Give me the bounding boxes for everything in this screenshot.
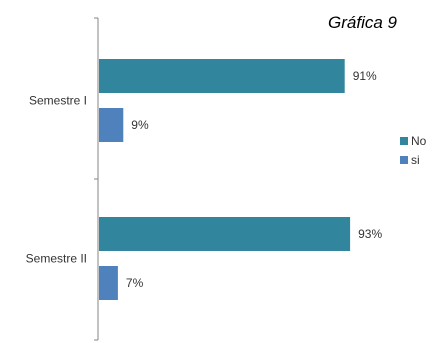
legend-swatch-si (400, 156, 408, 164)
legend: No si (400, 134, 427, 167)
chart-title: Gráfica 9 (328, 13, 398, 32)
data-label: 7% (126, 276, 144, 290)
legend-swatch-no (400, 137, 408, 145)
data-labels: 91% 9% 93% 7% (126, 69, 383, 290)
bar-semestre-i-no (99, 59, 345, 93)
category-labels: Semestre I Semestre II (26, 94, 87, 266)
axis-ticks (94, 17, 98, 341)
category-label: Semestre I (29, 94, 87, 108)
legend-label-si: si (411, 153, 420, 167)
bar-semestre-ii-si (99, 266, 118, 300)
category-label: Semestre II (26, 252, 87, 266)
bar-semestre-i-si (99, 108, 124, 142)
data-label: 9% (131, 118, 149, 132)
bar-semestre-ii-no (99, 217, 351, 251)
legend-label-no: No (411, 134, 427, 148)
data-label: 91% (353, 69, 377, 83)
data-label: 93% (358, 227, 382, 241)
bars-group (99, 59, 351, 300)
